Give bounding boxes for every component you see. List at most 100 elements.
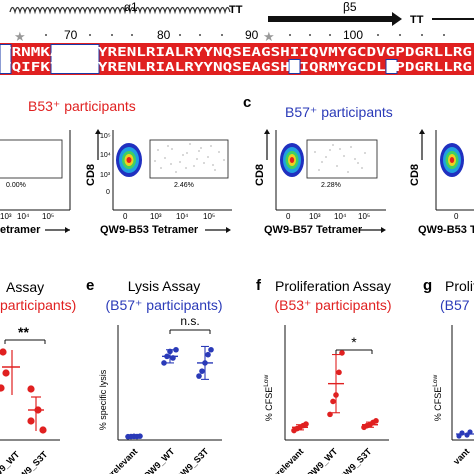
cd8-axis-label: CD8 xyxy=(254,164,266,186)
panel-d-title: Assay xyxy=(6,279,44,295)
category-label-wt: QW9_WT xyxy=(0,449,22,474)
data-point xyxy=(196,373,202,379)
significance-label: * xyxy=(351,334,357,350)
star-icon: ★ xyxy=(263,29,275,44)
svg-text:% CFSELow: % CFSELow xyxy=(263,374,274,421)
lysis-chart-marks xyxy=(125,345,214,440)
tick-1e4: 10⁴ xyxy=(17,212,30,221)
x-axis-label: QW9-B53 T xyxy=(418,224,474,236)
cd8-axis-label: CD8 xyxy=(409,164,421,186)
flow-plot-right-cut: CD8 0 QW9-B53 T xyxy=(409,129,474,236)
panel-e-letter: e xyxy=(86,277,94,294)
category-label-irrelevant: vant xyxy=(451,446,471,466)
sequence-alignment-panel: α1 TT β5 TT ★ 70 80 90 ★ 100 TRNMKASAQTY… xyxy=(0,0,474,75)
ruler-100: 100 xyxy=(343,28,363,42)
gate-box xyxy=(149,139,229,179)
tt-label-left: TT xyxy=(229,4,243,16)
proliferation-chart-marks xyxy=(291,350,379,434)
panel-f-title: Proliferation Assay xyxy=(275,278,391,294)
scatter-events xyxy=(314,144,366,173)
data-point xyxy=(161,360,167,366)
ruler-70: 70 xyxy=(64,28,78,42)
y-tick-1e3: 10³ xyxy=(100,172,111,179)
significance-label: n.s. xyxy=(180,314,199,328)
svg-text:% CFSELow: % CFSELow xyxy=(432,374,443,421)
gate-percentage: 0.00% xyxy=(6,182,26,189)
gate-box xyxy=(306,139,378,179)
y-tick-1e4: 10⁴ xyxy=(100,152,111,159)
gate-percentage: 2.28% xyxy=(321,182,341,189)
y-axis-label: % CFSELow xyxy=(263,374,274,421)
data-point xyxy=(336,369,342,376)
y-tick-1e5: 10⁵ xyxy=(100,133,111,140)
panel-c-letter: c xyxy=(243,94,251,111)
scatter-events xyxy=(154,143,225,173)
tt-label-right: TT xyxy=(410,14,424,26)
event-density-blob xyxy=(280,143,304,177)
tick-1e3: 10³ xyxy=(0,212,12,221)
variable-box-d xyxy=(0,44,12,74)
strand-label: β5 xyxy=(343,0,357,14)
category-label-s3t: QW9_S3T xyxy=(174,446,211,474)
panel-e-subtitle: (B57⁺ participants) xyxy=(105,297,222,313)
ruler-dots xyxy=(45,34,445,36)
x-tick-1e4: 10⁴ xyxy=(334,212,347,221)
category-label-wt: QW9_WT xyxy=(304,446,339,474)
flow-cytometry-panel: B53⁺ participants c B57⁺ participants 0.… xyxy=(0,94,474,236)
x-tick-1e3: 10³ xyxy=(150,212,162,221)
x-axis-label: etramer xyxy=(0,224,41,236)
y-axis-label: % specific lysis xyxy=(98,369,108,430)
alpha-helix-coil-icon xyxy=(9,6,231,15)
ruler-80: 80 xyxy=(157,28,171,42)
star-icon: ★ xyxy=(14,29,26,44)
b53-participants-header: B53⁺ participants xyxy=(28,98,136,114)
data-point xyxy=(173,346,179,353)
flow-plot-b57: CD8 2.28% 0 10³ 10⁴ xyxy=(254,129,386,236)
y-axis-label: % CFSELow xyxy=(432,374,443,421)
panel-e-title: Lysis Assay xyxy=(128,278,201,294)
sequence-row-1: TRNMKASAQTYRENLRIALRYYNQSEAGSHIIQVMYGCDV… xyxy=(2,45,472,59)
panel-f-proliferation-b53: f Proliferation Assay (B53⁺ participants… xyxy=(256,277,392,474)
b57-participants-header: B57⁺ participants xyxy=(285,104,393,120)
data-point xyxy=(327,411,333,418)
panel-d-subtitle: participants) xyxy=(0,297,76,313)
x-tick-1e5: 10⁵ xyxy=(358,212,370,221)
sequence-row-2: TQIFKTNTQTYRENLRIALRYYNQSEAGSHIIQRMYGCDL… xyxy=(2,60,472,74)
low-superscript: Low xyxy=(263,374,270,386)
helix-label: α1 xyxy=(124,0,138,14)
panel-g-letter: g xyxy=(423,277,432,294)
panel-e-lysis-b57: e Lysis Assay (B57⁺ participants) % spec… xyxy=(86,277,223,474)
variable-box-c xyxy=(385,59,398,74)
category-label-wt: QW9_WT xyxy=(141,446,176,474)
category-label-irrelevant: Irrelevant xyxy=(270,446,306,474)
event-density-blob xyxy=(116,143,142,177)
x-tick-0: 0 xyxy=(286,212,291,221)
panel-g-subtitle: (B57 xyxy=(440,297,470,313)
flow-plot-left-cut: 0.00% 10³ 10⁴ 10⁵ etramer xyxy=(0,130,71,236)
data-point xyxy=(199,368,205,374)
beta-strand-arrow-icon xyxy=(268,12,402,26)
category-label-irrelevant: Irrelevant xyxy=(104,446,140,474)
wt-points xyxy=(0,348,10,392)
data-point xyxy=(208,346,214,353)
gate-box xyxy=(0,139,63,179)
y-tick-0: 0 xyxy=(106,189,110,196)
ruler-90: 90 xyxy=(245,28,259,42)
panel-f-subtitle: (B53⁺ participants) xyxy=(274,297,391,313)
x-axis-label: QW9-B57 Tetramer xyxy=(264,224,363,236)
x-tick-1e5: 10⁵ xyxy=(203,212,215,221)
low-superscript: Low xyxy=(432,374,439,386)
variable-box-a xyxy=(50,44,100,74)
event-density-blob xyxy=(440,143,464,177)
panel-f-letter: f xyxy=(256,277,262,294)
category-label-s3t: QW9_S3T xyxy=(13,449,50,474)
x-tick-1e4: 10⁴ xyxy=(176,212,189,221)
data-point xyxy=(303,421,309,427)
x-tick-1e3: 10³ xyxy=(309,212,321,221)
x-tick-0: 0 xyxy=(454,212,459,221)
category-label-s3t: QW9_S3T xyxy=(337,446,374,474)
data-point xyxy=(205,351,211,358)
panel-d-lysis-b53: Assay participants) ** QW9_WT QW9_S3T xyxy=(0,279,76,474)
flow-plot-b53: CD8 10⁵ 10⁴ 10³ 0 xyxy=(85,129,232,236)
